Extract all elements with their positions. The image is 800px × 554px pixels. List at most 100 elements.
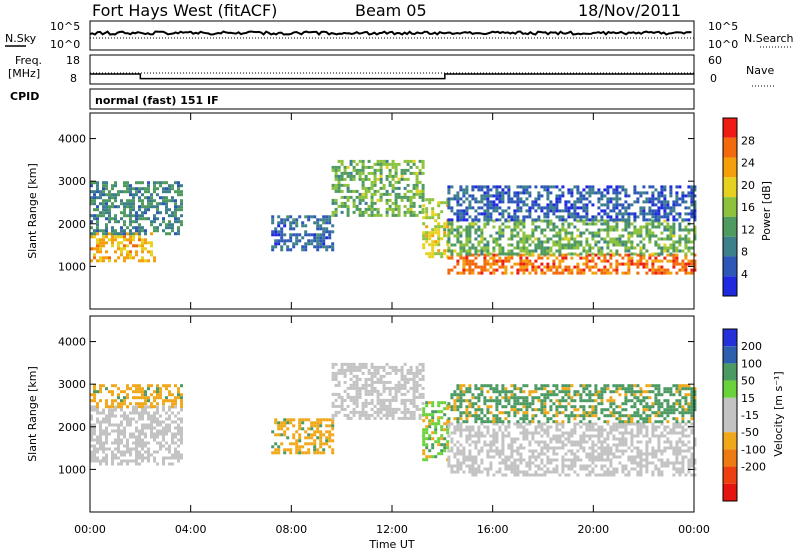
scatter-cell <box>603 271 607 275</box>
scatter-cell <box>534 271 538 275</box>
scatter-cell <box>409 207 413 211</box>
scatter-cell <box>477 225 481 229</box>
scatter-cell <box>162 435 165 439</box>
scatter-cell <box>456 470 460 474</box>
scatter-cell <box>418 189 422 193</box>
scatter-cell <box>120 247 123 251</box>
scatter-cell <box>594 422 598 426</box>
scatter-cell <box>618 387 622 391</box>
scatter-cell <box>567 252 571 256</box>
scatter-cell <box>624 218 628 222</box>
scatter-cell <box>621 443 625 447</box>
scatter-cell <box>471 246 475 250</box>
scatter-cell <box>663 200 667 204</box>
scatter-cell <box>129 241 132 245</box>
scatter-cell <box>120 462 123 466</box>
scatter-cell <box>531 402 535 406</box>
scatter-cell <box>412 186 416 190</box>
scatter-cell <box>447 420 451 424</box>
scatter-cell <box>609 411 613 415</box>
scatter-cell <box>459 256 463 260</box>
scatter-cell <box>331 168 335 172</box>
scatter-cell <box>96 238 99 242</box>
scatter-cell <box>576 265 580 269</box>
scatter-cell <box>552 414 556 418</box>
scatter-cell <box>630 203 634 207</box>
scatter-cell <box>684 228 688 232</box>
scatter-cell <box>657 473 661 477</box>
scatter-cell <box>585 218 589 222</box>
scatter-cell <box>349 371 353 375</box>
scatter-cell <box>431 419 435 423</box>
scatter-cell <box>295 430 299 434</box>
scatter-cell <box>567 464 571 468</box>
scatter-cell <box>126 417 129 421</box>
scatter-cell <box>501 228 505 232</box>
scatter-cell <box>624 396 628 400</box>
scatter-cell <box>534 470 538 474</box>
scatter-cell <box>108 414 111 418</box>
scatter-cell <box>440 434 444 438</box>
scatter-cell <box>522 259 526 263</box>
scatter-cell <box>337 204 341 208</box>
scatter-cell <box>618 437 622 441</box>
scatter-cell <box>102 229 105 233</box>
scatter-cell <box>588 268 592 272</box>
scatter-cell <box>531 408 535 412</box>
power-heatmap <box>90 159 697 275</box>
scatter-cell <box>355 410 359 414</box>
scatter-cell <box>337 189 341 193</box>
scatter-cell <box>474 231 478 235</box>
scatter-cell <box>471 440 475 444</box>
scatter-cell <box>425 198 429 202</box>
scatter-cell <box>446 431 450 435</box>
scatter-cell <box>337 395 341 399</box>
scatter-cell <box>162 444 165 448</box>
scatter-cell <box>483 268 487 272</box>
scatter-cell <box>453 443 457 447</box>
scatter-cell <box>645 271 649 275</box>
scatter-cell <box>669 225 673 229</box>
scatter-cell <box>355 195 359 199</box>
scatter-cell <box>358 201 362 205</box>
scatter-cell <box>561 399 565 403</box>
scatter-cell <box>425 416 429 420</box>
scatter-cell <box>99 390 102 394</box>
scatter-cell <box>549 246 553 250</box>
scatter-cell <box>388 410 392 414</box>
scatter-cell <box>96 250 99 254</box>
scatter-cell <box>425 240 429 244</box>
scatter-cell <box>609 396 613 400</box>
scatter-cell <box>576 268 580 272</box>
scatter-cell <box>609 390 613 394</box>
scatter-cell <box>483 425 487 429</box>
scatter-cell <box>540 256 544 260</box>
scatter-cell <box>162 196 165 200</box>
scatter-cell <box>615 455 619 459</box>
scatter-cell <box>489 206 493 210</box>
scatter-cell <box>277 427 281 431</box>
scatter-cell <box>633 402 637 406</box>
scatter-cell <box>468 200 472 204</box>
scatter-cell <box>459 428 463 432</box>
scatter-cell <box>627 259 631 263</box>
scatter-cell <box>567 209 571 213</box>
scatter-cell <box>525 402 529 406</box>
scatter-cell <box>522 405 526 409</box>
scatter-cell <box>684 422 688 426</box>
scatter-cell <box>434 422 438 426</box>
scatter-cell <box>531 200 535 204</box>
scatter-cell <box>615 218 619 222</box>
scatter-cell <box>561 268 565 272</box>
scatter-cell <box>552 402 556 406</box>
scatter-cell <box>543 249 547 253</box>
scatter-cell <box>352 165 356 169</box>
scatter-cell <box>630 437 634 441</box>
scatter-cell <box>334 183 338 187</box>
scatter-cell <box>555 414 559 418</box>
scatter-cell <box>304 215 308 219</box>
scatter-cell <box>549 408 553 412</box>
scatter-cell <box>117 429 120 433</box>
scatter-cell <box>627 215 631 219</box>
scatter-cell <box>657 265 661 269</box>
